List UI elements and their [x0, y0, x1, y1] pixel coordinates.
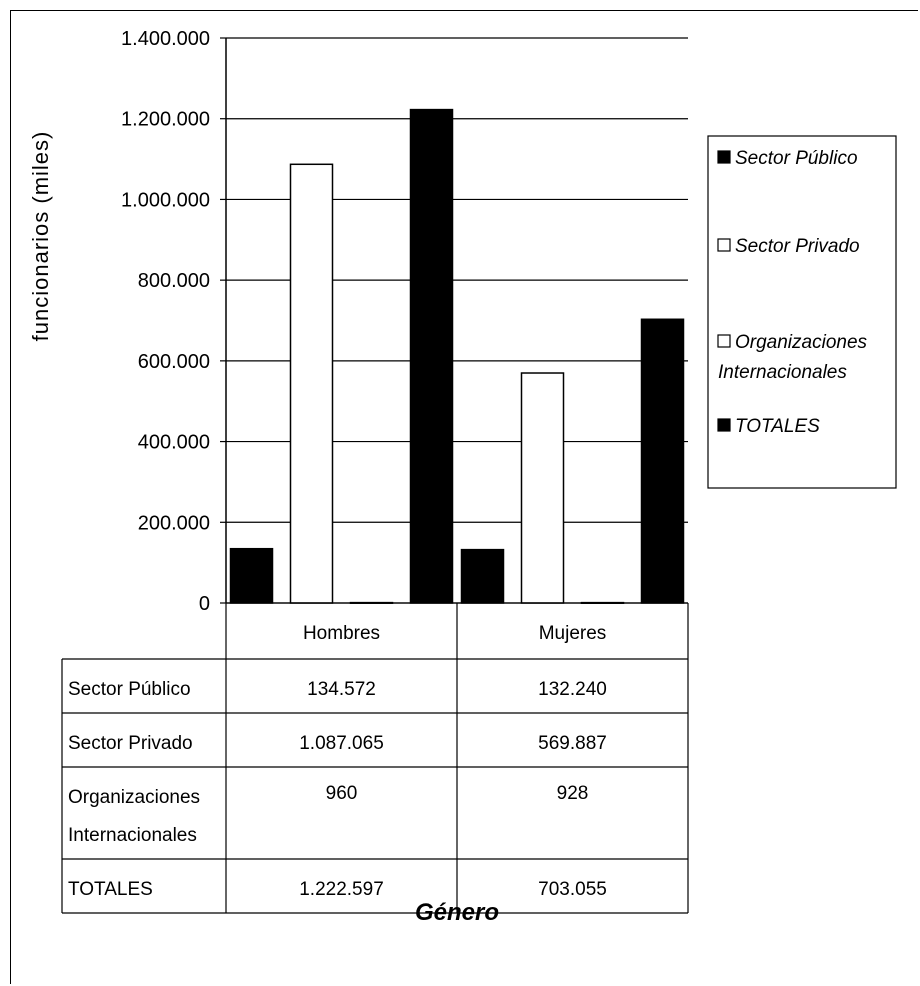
bar: [409, 108, 454, 604]
table-header-cell: Hombres: [303, 623, 380, 644]
bar: [640, 318, 685, 604]
legend-swatch: [717, 418, 731, 432]
y-tick-label: 1.400.000: [121, 28, 210, 50]
table-value-cell: 569.887: [538, 733, 607, 754]
table-row-label: Sector Público: [68, 679, 191, 700]
table-value-cell: 703.055: [538, 879, 607, 900]
legend-label: TOTALES: [735, 416, 820, 437]
bar: [289, 163, 334, 604]
legend-box: [707, 135, 897, 489]
table-row-label: TOTALES: [68, 879, 153, 900]
table-header-cell: Mujeres: [539, 623, 607, 644]
chart-frame: [10, 10, 918, 984]
data-table: Hombres Mujeres Sector Público 134.572 132.2…: [61, 602, 689, 914]
table-value-cell: 132.240: [538, 679, 607, 700]
legend-label: Internacionales: [718, 362, 847, 383]
legend-swatch: [717, 238, 731, 252]
table-value-cell: 1.222.597: [299, 879, 384, 900]
y-tick-label: 200.000: [138, 512, 210, 534]
table-row-label: Sector Privado: [68, 733, 193, 754]
legend-swatch: [717, 150, 731, 164]
legend-label: Sector Privado: [735, 236, 860, 257]
table-row-label: Internacionales: [68, 825, 197, 846]
legend-label: Organizaciones: [735, 332, 868, 353]
x-axis-title: Género: [415, 899, 499, 926]
table-value-cell: 134.572: [307, 679, 376, 700]
legend-label: Sector Público: [735, 148, 858, 169]
y-tick-label: 1.200.000: [121, 109, 210, 131]
y-axis-ticks: 0 200.000 400.000 600.000 800.000 1.000.000 1.…: [121, 28, 226, 615]
table-value-cell: 960: [326, 783, 358, 804]
y-tick-label: 0: [199, 593, 210, 615]
y-tick-label: 800.000: [138, 270, 210, 292]
bar: [460, 548, 505, 604]
y-tick-label: 400.000: [138, 432, 210, 454]
y-tick-label: 1.000.000: [121, 189, 210, 211]
bar: [520, 372, 565, 604]
table-value-cell: 1.087.065: [299, 733, 384, 754]
table-value-cell: 928: [557, 783, 589, 804]
y-axis-title: funcionarios (miles): [28, 131, 53, 342]
bars: [229, 108, 685, 604]
legend: Sector Público Sector Privado Organizacion…: [707, 135, 897, 489]
y-tick-label: 600.000: [138, 351, 210, 373]
table-row-label: Organizaciones: [68, 787, 200, 808]
legend-swatch: [717, 334, 731, 348]
bar: [229, 547, 274, 604]
